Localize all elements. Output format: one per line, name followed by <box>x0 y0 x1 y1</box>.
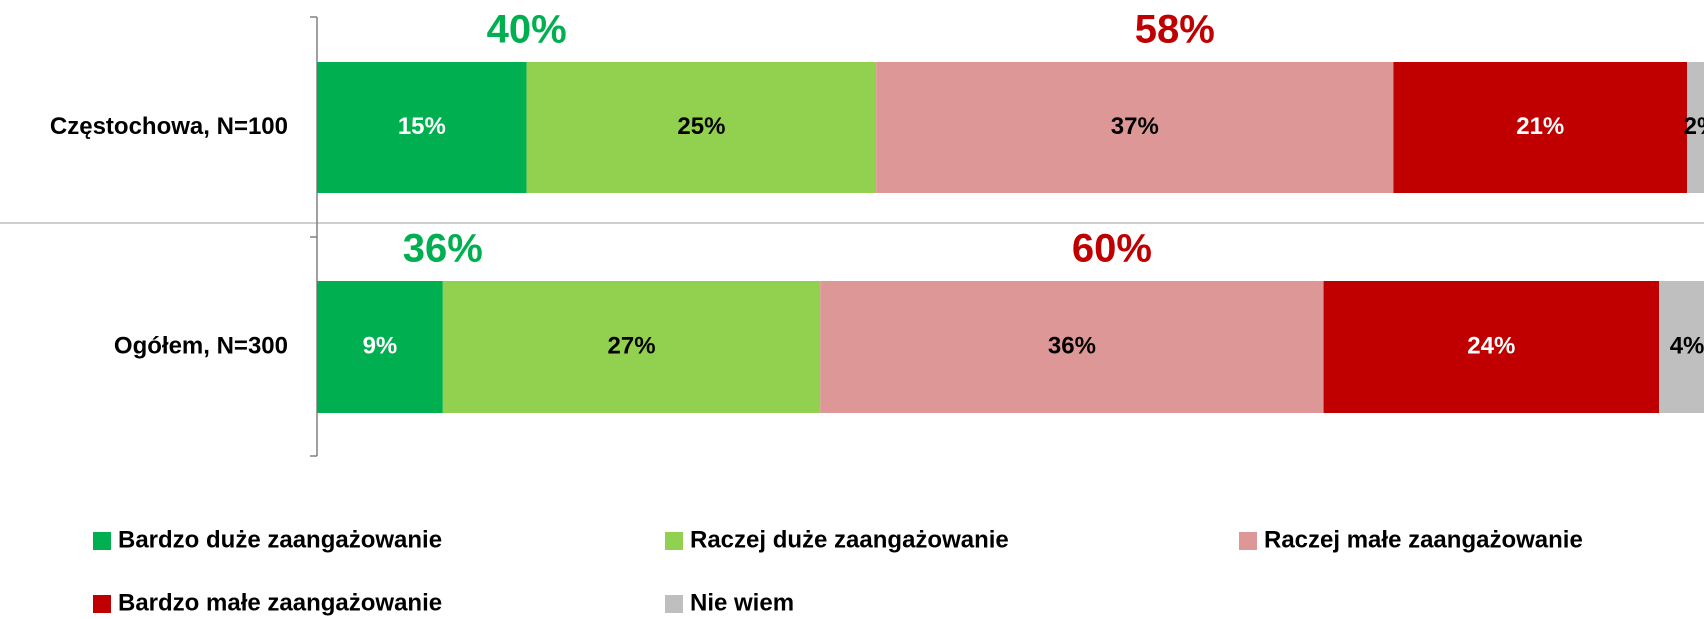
legend-swatch <box>1239 532 1257 550</box>
value-label: 37% <box>1111 113 1159 140</box>
legend-label: Raczej duże zaangażowanie <box>690 526 1009 553</box>
total-label: 40% <box>487 8 567 52</box>
value-label: 15% <box>398 113 446 140</box>
bar-segment <box>1323 281 1660 413</box>
value-label: 25% <box>677 113 725 140</box>
legend-label: Nie wiem <box>690 589 794 616</box>
total-label: 36% <box>403 227 483 271</box>
value-label: 36% <box>1048 332 1096 359</box>
value-label: 9% <box>363 332 398 359</box>
value-label: 21% <box>1516 113 1564 140</box>
bar-segment <box>442 281 821 413</box>
legend-label: Raczej małe zaangażowanie <box>1264 526 1583 553</box>
bar-segment <box>317 281 443 413</box>
bar-segment <box>317 62 527 193</box>
category-label: Ogółem, N=300 <box>114 332 288 359</box>
total-label: 60% <box>1072 227 1152 271</box>
total-label: 58% <box>1135 8 1215 52</box>
bar-segment <box>526 62 877 193</box>
category-label: Częstochowa, N=100 <box>50 113 288 140</box>
legend-swatch <box>665 595 683 613</box>
legend-label: Bardzo małe zaangażowanie <box>118 589 442 616</box>
bar-segment <box>1393 62 1688 193</box>
legend-swatch <box>93 595 111 613</box>
legend-swatch <box>93 532 111 550</box>
legend-label: Bardzo duże zaangażowanie <box>118 526 442 553</box>
bar-segment <box>1659 281 1704 413</box>
value-label: 4% <box>1670 332 1704 359</box>
value-label: 2% <box>1684 113 1704 140</box>
value-label: 24% <box>1467 332 1515 359</box>
legend-swatch <box>665 532 683 550</box>
bar-segment <box>876 62 1394 193</box>
bar-segment <box>820 281 1324 413</box>
value-label: 27% <box>608 332 656 359</box>
bar-segment <box>1687 62 1704 193</box>
